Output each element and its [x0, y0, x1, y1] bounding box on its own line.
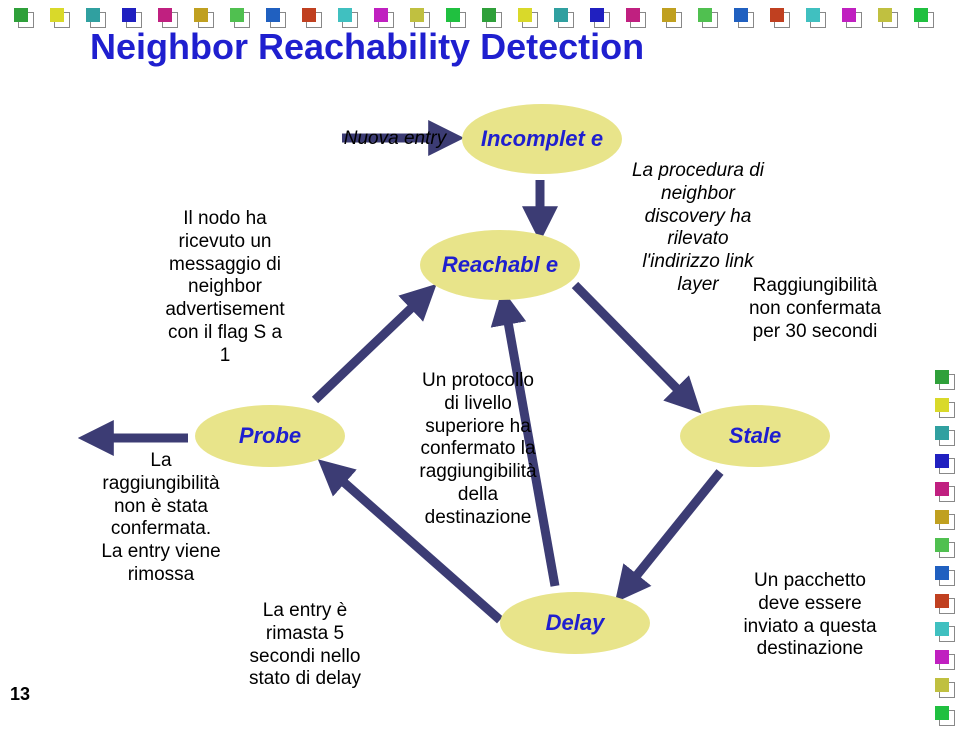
decor-square — [50, 8, 68, 26]
label-t_left_top-line: 1 — [145, 345, 305, 368]
label-t_center-line: della — [398, 484, 558, 507]
label-t_right_bottom-line: deve essere — [720, 593, 900, 616]
decor-square — [338, 8, 356, 26]
node-probe-label: Probe — [231, 423, 309, 449]
label-t_right_bottom-line: inviato a questa — [720, 616, 900, 639]
decor-square — [374, 8, 392, 26]
decor-square — [935, 566, 953, 584]
decor-square — [266, 8, 284, 26]
arrow-stale-to-delay — [625, 472, 720, 590]
label-t_left_bottom: Laraggiungibilitànon è stataconfermata.L… — [86, 450, 236, 587]
decor-square — [935, 706, 953, 724]
decor-square — [14, 8, 32, 26]
slide-title: Neighbor Reachability Detection — [90, 26, 644, 68]
label-t_right_mid: Raggiungibilitànon confermataper 30 seco… — [725, 275, 905, 343]
node-delay: Delay — [500, 592, 650, 654]
decor-square — [806, 8, 824, 26]
decor-square — [935, 678, 953, 696]
decor-square — [935, 398, 953, 416]
decor-square — [935, 454, 953, 472]
decor-square — [122, 8, 140, 26]
label-t_left_top: Il nodo haricevuto unmessaggio dineighbo… — [145, 208, 305, 368]
decor-square — [662, 8, 680, 26]
node-stale-label: Stale — [721, 423, 790, 449]
decor-square — [935, 594, 953, 612]
decor-square — [230, 8, 248, 26]
arrow-reachable-to-stale — [575, 285, 690, 402]
decor-square — [194, 8, 212, 26]
label-nuova_entry: Nuova entry — [330, 128, 460, 151]
label-t_right_top-line: discovery ha — [608, 206, 788, 229]
label-t_right_mid-line: non confermata — [725, 298, 905, 321]
label-t_right_mid-line: Raggiungibilità — [725, 275, 905, 298]
decor-square — [626, 8, 644, 26]
label-t_right_top-line: rilevato — [608, 228, 788, 251]
decor-square — [734, 8, 752, 26]
decor-square — [698, 8, 716, 26]
label-t_left_top-line: Il nodo ha — [145, 208, 305, 231]
label-t_left_bottom-line: rimossa — [86, 564, 236, 587]
decor-square — [590, 8, 608, 26]
decor-square — [770, 8, 788, 26]
decor-square — [914, 8, 932, 26]
decor-square — [935, 370, 953, 388]
decor-square — [935, 538, 953, 556]
label-t_center-line: di livello — [398, 393, 558, 416]
label-t_left_bottom-line: confermata. — [86, 518, 236, 541]
node-reachable: Reachabl e — [420, 230, 580, 300]
decor-square — [482, 8, 500, 26]
decor-square — [86, 8, 104, 26]
decor-square — [935, 482, 953, 500]
label-t_right_top-line: La procedura di — [608, 160, 788, 183]
node-reachable-label: Reachabl e — [434, 252, 566, 278]
page-number: 13 — [10, 684, 30, 705]
label-t_center-line: superiore ha — [398, 416, 558, 439]
decor-square — [935, 426, 953, 444]
label-t_center-line: raggiungibilità — [398, 461, 558, 484]
label-t_right_mid-line: per 30 secondi — [725, 321, 905, 344]
label-t_left_top-line: advertisement — [145, 299, 305, 322]
label-t_left_top-line: neighbor — [145, 276, 305, 299]
decor-square — [302, 8, 320, 26]
label-t_under_probe-line: secondi nello — [230, 646, 380, 669]
label-t_right_top-line: l'indirizzo link — [608, 251, 788, 274]
label-t_center: Un protocollodi livellosuperiore haconfe… — [398, 370, 558, 530]
label-t_right_bottom: Un pacchettodeve essereinviato a questad… — [720, 570, 900, 661]
label-t_under_probe-line: stato di delay — [230, 668, 380, 691]
label-t_left_bottom-line: La entry viene — [86, 541, 236, 564]
decor-square — [842, 8, 860, 26]
label-t_center-line: confermato la — [398, 438, 558, 461]
label-t_left_bottom-line: raggiungibilità — [86, 473, 236, 496]
decor-square — [554, 8, 572, 26]
decor-square — [158, 8, 176, 26]
label-t_left_bottom-line: La — [86, 450, 236, 473]
label-t_right_bottom-line: destinazione — [720, 638, 900, 661]
label-t_right_top-line: neighbor — [608, 183, 788, 206]
label-t_left_top-line: con il flag S a — [145, 322, 305, 345]
label-t_center-line: destinazione — [398, 507, 558, 530]
label-t_center-line: Un protocollo — [398, 370, 558, 393]
decor-square — [446, 8, 464, 26]
label-t_under_probe-line: rimasta 5 — [230, 623, 380, 646]
label-t_under_probe: La entry èrimasta 5secondi nellostato di… — [230, 600, 380, 691]
node-delay-label: Delay — [538, 610, 613, 636]
decor-square — [935, 622, 953, 640]
decor-square — [410, 8, 428, 26]
node-stale: Stale — [680, 405, 830, 467]
decor-square — [518, 8, 536, 26]
decor-square — [935, 650, 953, 668]
decor-square — [935, 510, 953, 528]
label-t_left_top-line: messaggio di — [145, 254, 305, 277]
label-t_left_bottom-line: non è stata — [86, 496, 236, 519]
decor-square — [878, 8, 896, 26]
label-t_left_top-line: ricevuto un — [145, 231, 305, 254]
label-t_right_bottom-line: Un pacchetto — [720, 570, 900, 593]
node-incomplete: Incomplet e — [462, 104, 622, 174]
node-incomplete-label: Incomplet e — [473, 126, 611, 152]
label-t_under_probe-line: La entry è — [230, 600, 380, 623]
